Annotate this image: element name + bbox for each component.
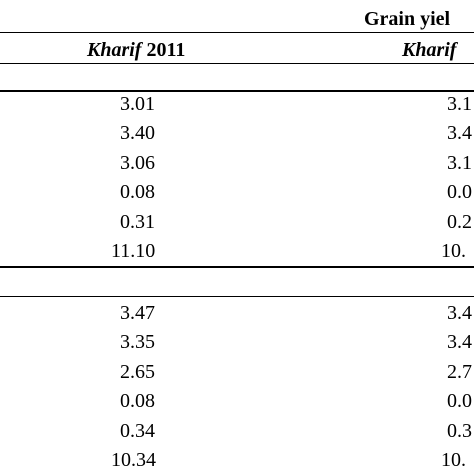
section1-top-rule xyxy=(0,90,474,92)
s2-row2-col1: 3.35 xyxy=(120,331,155,353)
s1-row6-col1: 11.10 xyxy=(111,240,156,262)
s1-row3-col2: 3.1 xyxy=(447,152,472,174)
grain-yield-header: Grain yiel xyxy=(364,8,451,30)
s2-row5-col2: 0.3 xyxy=(447,420,472,442)
column-header-rule xyxy=(0,63,474,64)
s2-row6-col2: 10. xyxy=(441,449,466,471)
s1-row4-col2: 0.0 xyxy=(447,181,472,203)
s1-row1-col2: 3.1 xyxy=(447,93,472,115)
column-header-kharif-2: Kharif xyxy=(402,39,456,61)
column-header-kharif-2011: Kharif 2011 xyxy=(87,39,185,61)
s2-row1-col1: 3.47 xyxy=(120,302,155,324)
s1-row4-col1: 0.08 xyxy=(120,181,155,203)
column-header-season: Kharif xyxy=(87,39,142,61)
s2-row3-col1: 2.65 xyxy=(120,361,155,383)
s2-row5-col1: 0.34 xyxy=(120,420,155,442)
s1-row1-col1: 3.01 xyxy=(120,93,155,115)
s1-row5-col1: 0.31 xyxy=(120,211,155,233)
column-header-season-2: Kharif xyxy=(402,39,457,61)
s2-row6-col1: 10.34 xyxy=(111,449,156,471)
s2-row4-col2: 0.0 xyxy=(447,390,472,412)
s1-row2-col1: 3.40 xyxy=(120,122,155,144)
header-rule xyxy=(0,32,474,33)
column-header-year: 2011 xyxy=(141,39,186,61)
s2-row2-col2: 3.4 xyxy=(447,331,472,353)
s2-row4-col1: 0.08 xyxy=(120,390,155,412)
s1-row3-col1: 3.06 xyxy=(120,152,155,174)
s2-row3-col2: 2.7 xyxy=(447,361,472,383)
s1-row6-col2: 10. xyxy=(441,240,466,262)
section-separator-bottom xyxy=(0,296,474,297)
s2-row1-col2: 3.4 xyxy=(447,302,472,324)
s1-row2-col2: 3.4 xyxy=(447,122,472,144)
s1-row5-col2: 0.2 xyxy=(447,211,472,233)
section-separator-top xyxy=(0,266,474,268)
